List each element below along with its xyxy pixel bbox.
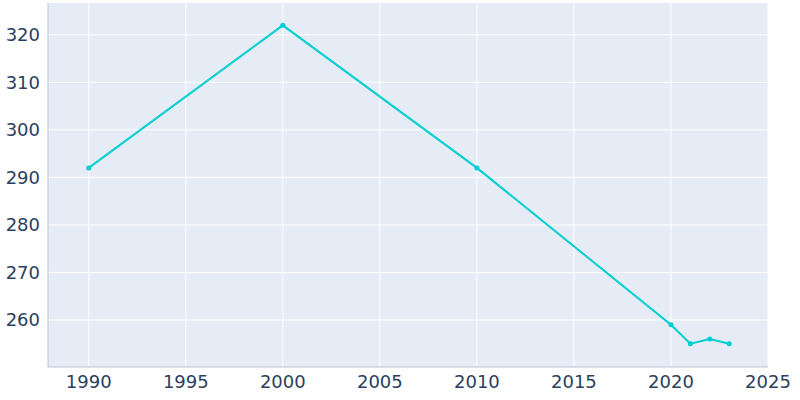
svg-text:310: 310 — [8, 72, 40, 93]
svg-text:290: 290 — [8, 167, 40, 188]
svg-text:1990: 1990 — [66, 371, 112, 392]
svg-text:2025: 2025 — [745, 371, 791, 392]
svg-text:2015: 2015 — [551, 371, 597, 392]
svg-text:2010: 2010 — [454, 371, 500, 392]
svg-text:260: 260 — [8, 309, 40, 330]
svg-text:270: 270 — [8, 262, 40, 283]
svg-text:320: 320 — [8, 24, 40, 45]
svg-text:2020: 2020 — [648, 371, 694, 392]
svg-text:2000: 2000 — [260, 371, 306, 392]
svg-text:300: 300 — [8, 119, 40, 140]
svg-text:1995: 1995 — [163, 371, 209, 392]
svg-text:280: 280 — [8, 214, 40, 235]
svg-text:2005: 2005 — [357, 371, 403, 392]
